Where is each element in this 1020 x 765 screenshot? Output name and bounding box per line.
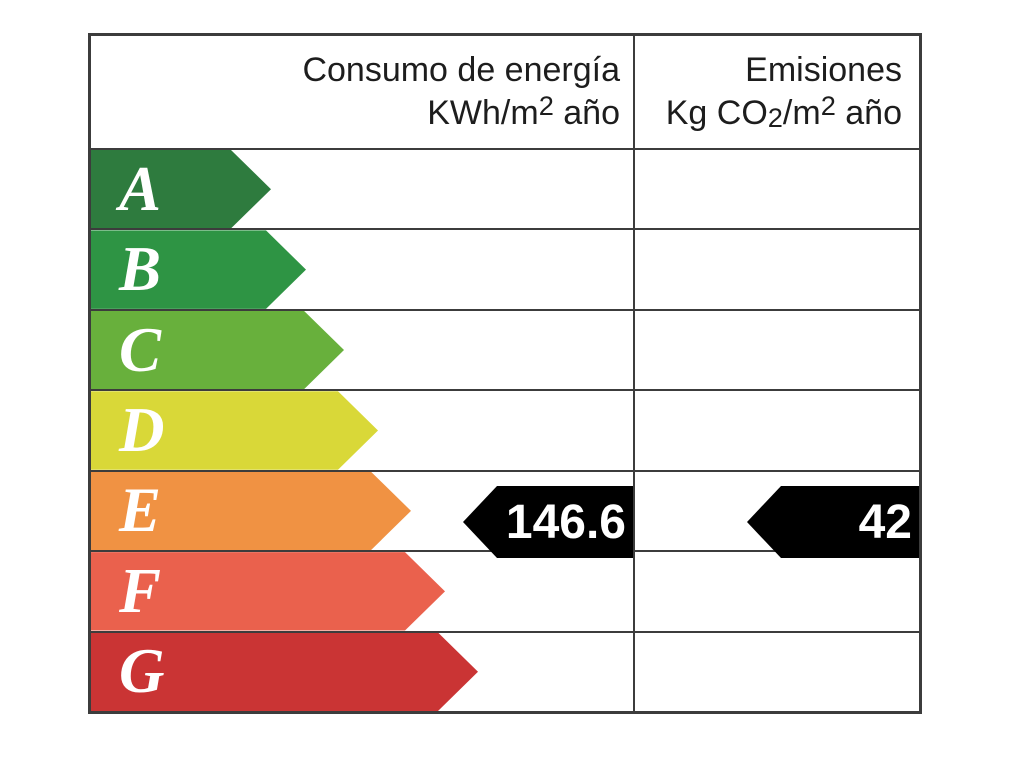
rating-grade-label: G: [119, 636, 165, 707]
rating-bar-g: G: [91, 633, 478, 711]
emisiones-header-title: Emisiones: [745, 50, 902, 89]
consumo-header-unit: KWh/m2 año: [427, 89, 620, 132]
emisiones-value: 42: [858, 495, 912, 549]
rating-row-c: C: [91, 308, 919, 390]
rating-grade-label: D: [119, 394, 165, 465]
rating-bar-a: A: [91, 150, 271, 228]
rating-row-a: A: [91, 148, 919, 229]
rating-row-b: B: [91, 228, 919, 309]
rating-bar-b: B: [91, 230, 306, 308]
rating-grade-label: C: [119, 314, 162, 385]
rating-grade-label: F: [119, 555, 162, 626]
emisiones-header-unit: Kg CO2/m2 año: [665, 89, 902, 133]
rating-row-f: F: [91, 550, 919, 631]
rating-bar-f: F: [91, 552, 445, 630]
consumo-header-title: Consumo de energía: [302, 50, 620, 89]
rating-bar-e: E: [91, 472, 411, 550]
emisiones-value-arrow: 42: [747, 486, 919, 558]
superscript-2: 2: [538, 89, 554, 121]
rating-grade-label: A: [119, 153, 162, 224]
consumo-value: 146.6: [505, 495, 626, 549]
rating-table: Consumo de energía KWh/m2 año Emisiones …: [88, 33, 922, 714]
rating-row-d: D: [91, 389, 919, 470]
rating-row-g: G: [91, 630, 919, 711]
table-header: Consumo de energía KWh/m2 año Emisiones …: [91, 36, 919, 148]
rating-bar-c: C: [91, 311, 344, 389]
column-divider: [633, 36, 635, 711]
rating-bar-d: D: [91, 391, 378, 469]
column-header-emisiones: Emisiones Kg CO2/m2 año: [633, 36, 919, 148]
column-header-consumo: Consumo de energía KWh/m2 año: [91, 36, 633, 148]
subscript-2: 2: [767, 101, 783, 133]
rating-grade-label: B: [119, 234, 162, 305]
consumo-value-arrow: 146.6: [463, 486, 633, 558]
superscript-2: 2: [820, 89, 836, 121]
rating-grade-label: E: [119, 475, 162, 546]
